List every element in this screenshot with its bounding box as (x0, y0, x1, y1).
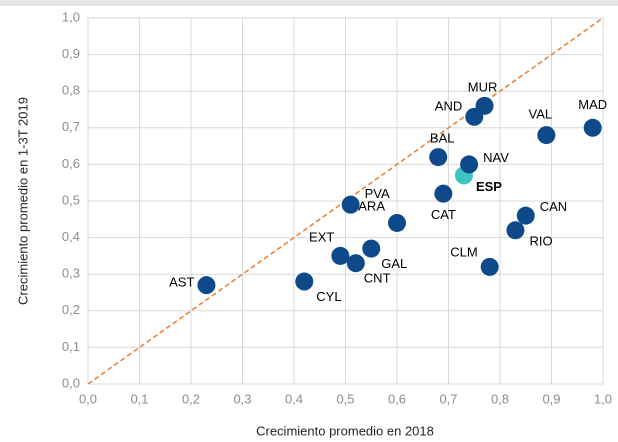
x-tick-label: 0,8 (491, 391, 509, 406)
y-tick-label: 0,9 (62, 46, 80, 61)
point-label: AND (435, 98, 462, 113)
point-label: CNT (364, 271, 391, 286)
y-tick-label: 0,0 (62, 375, 80, 390)
point-label: ESP (476, 179, 502, 194)
y-tick-label: 0,2 (62, 302, 80, 317)
x-tick-label: 1,0 (594, 391, 612, 406)
point-label: CAT (431, 207, 456, 222)
point (583, 118, 602, 137)
y-tick-label: 0,3 (62, 266, 80, 281)
point (506, 221, 525, 240)
point (362, 239, 381, 258)
x-tick-label: 0,6 (388, 391, 406, 406)
point (331, 246, 350, 265)
point-label: CYL (316, 289, 341, 304)
point (434, 184, 453, 203)
y-tick-label: 0,4 (62, 229, 80, 244)
x-tick-label: 0,2 (182, 391, 200, 406)
x-tick-label: 0,3 (233, 391, 251, 406)
point (388, 213, 406, 232)
point-label: EXT (309, 229, 334, 244)
point (480, 257, 499, 276)
y-tick-label: 0,7 (62, 119, 80, 134)
point (295, 272, 314, 291)
y-axis-label: Crecimiento promedio en 1-3T 2019 (15, 97, 30, 305)
point-label: CLM (450, 244, 477, 259)
point-label: CAN (540, 199, 567, 214)
point-label: ARA (358, 198, 385, 213)
x-axis-label: Crecimiento promedio en 2018 (256, 423, 434, 438)
point-label: MUR (468, 79, 498, 94)
point-label: NAV (483, 150, 509, 165)
x-tick-label: 0,0 (79, 391, 97, 406)
point (475, 96, 494, 115)
x-tick-label: 0,5 (336, 391, 354, 406)
point (341, 195, 360, 214)
y-tick-label: 0,8 (62, 83, 80, 98)
point-label: GAL (381, 256, 407, 271)
point-label: BAL (430, 131, 455, 146)
x-tick-label: 0,9 (542, 391, 560, 406)
point (346, 254, 365, 273)
point (516, 206, 535, 225)
y-tick-label: 0,6 (62, 156, 80, 171)
point-label: MAD (578, 97, 607, 112)
point-label: RIO (529, 234, 552, 249)
point-label: AST (169, 275, 194, 290)
x-tick-label: 0,4 (285, 391, 303, 406)
y-tick-label: 0,1 (62, 339, 80, 354)
point (537, 126, 556, 145)
point-label: PVA (365, 186, 390, 201)
top-strip (0, 0, 618, 6)
x-tick-label: 0,1 (130, 391, 148, 406)
point (197, 276, 216, 295)
point-label: VAL (529, 107, 553, 122)
x-tick-label: 0,7 (439, 391, 457, 406)
y-tick-label: 0,5 (62, 192, 80, 207)
point (429, 148, 448, 167)
y-tick-label: 1,0 (62, 9, 80, 24)
point (460, 155, 479, 174)
